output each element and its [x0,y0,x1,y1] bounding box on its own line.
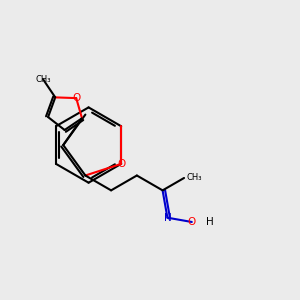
Text: H: H [206,217,214,227]
Text: CH₃: CH₃ [35,75,51,84]
Text: O: O [72,93,80,103]
Text: O: O [117,159,125,169]
Text: O: O [188,217,196,227]
Text: N: N [164,213,171,223]
Text: CH₃: CH₃ [186,173,202,182]
